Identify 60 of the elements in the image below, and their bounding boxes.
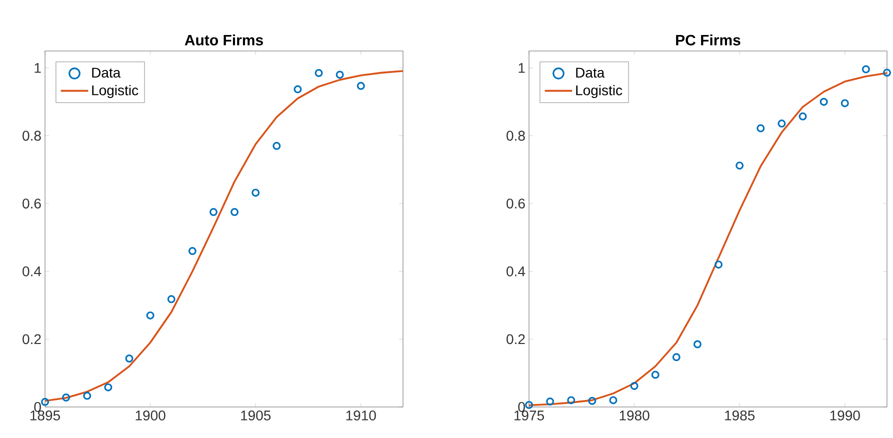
y-tick-label: 0.2: [22, 334, 41, 344]
point: [83, 392, 92, 400]
chart-title: PC Firms: [676, 34, 740, 46]
x-tick-label: 1900: [136, 410, 166, 420]
point: [41, 398, 50, 406]
legend-label: Logistic: [92, 85, 138, 98]
point: [104, 383, 112, 392]
point: [525, 400, 534, 409]
x-tick-label: 1905: [241, 410, 271, 420]
point: [693, 340, 702, 348]
point: [588, 396, 596, 405]
point: [314, 69, 323, 78]
point: [167, 295, 176, 304]
chart-title: Auto Firms: [184, 34, 263, 46]
point: [840, 99, 849, 108]
y-tick-label: 0.4: [506, 266, 526, 276]
y-tick-label: 0.4: [22, 266, 42, 276]
point: [756, 124, 765, 132]
x-tick-label: 1985: [725, 410, 755, 420]
point: [630, 382, 638, 390]
legend-label: Data: [92, 68, 121, 78]
point: [188, 247, 196, 256]
point: [651, 370, 660, 379]
point: [252, 188, 260, 197]
point: [736, 162, 744, 170]
y-tick-label: 1: [518, 63, 525, 73]
legend-label: Data: [576, 68, 605, 78]
y-tick-label: 0.2: [506, 334, 525, 344]
point: [209, 208, 218, 216]
x-tick-label: 1895: [30, 410, 60, 420]
point: [230, 208, 239, 216]
point: [609, 396, 618, 404]
point: [146, 311, 154, 320]
y-tick-label: 0.8: [506, 130, 525, 141]
point: [714, 260, 723, 269]
y-tick-label: 0: [34, 402, 41, 412]
point: [272, 142, 281, 150]
y-tick-label: 0: [518, 402, 525, 412]
point: [567, 396, 576, 404]
point: [862, 65, 870, 74]
x-tick-label: 1990: [830, 410, 860, 420]
y-tick-label: 0.8: [22, 130, 41, 141]
point: [820, 98, 828, 106]
legend-label: Logistic: [576, 85, 622, 98]
point: [125, 354, 134, 362]
y-tick-label: 0.6: [22, 198, 41, 209]
point: [883, 68, 891, 77]
x-tick-label: 1975: [514, 410, 544, 420]
point: [798, 112, 807, 120]
point: [672, 353, 680, 362]
x-tick-label: 1910: [346, 410, 376, 420]
point: [546, 398, 554, 406]
point: [294, 85, 302, 94]
y-tick-label: 1: [34, 63, 41, 73]
x-tick-label: 1980: [620, 410, 650, 420]
point: [62, 393, 70, 402]
point: [778, 120, 786, 128]
y-tick-label: 0.6: [506, 198, 525, 209]
point: [356, 82, 365, 90]
point: [336, 70, 344, 79]
